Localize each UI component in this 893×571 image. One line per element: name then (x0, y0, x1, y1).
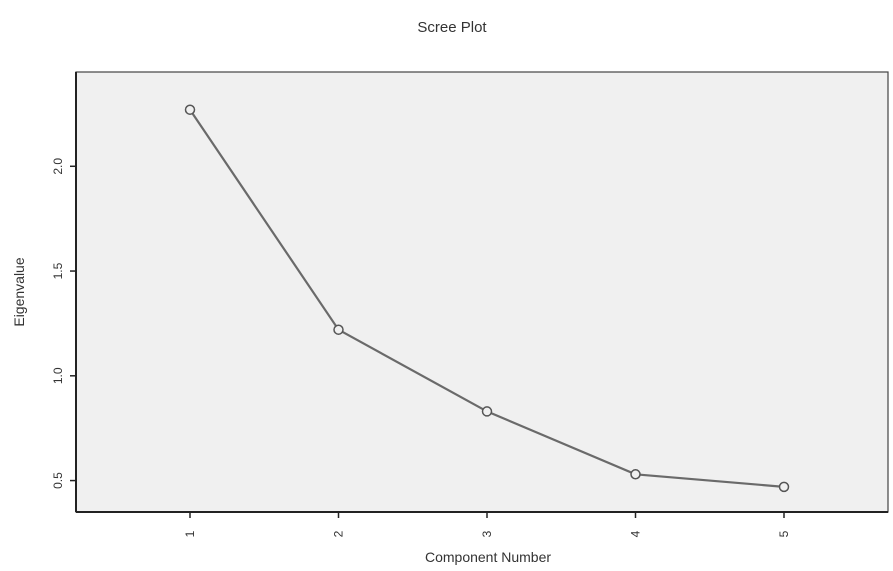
data-point (778, 481, 790, 493)
x-tick-label: 3 (480, 530, 494, 537)
x-tick-label: 1 (183, 530, 197, 537)
data-point (481, 406, 493, 417)
x-tick-label: 4 (629, 530, 643, 537)
y-tick-label: 2.0 (51, 158, 65, 175)
y-tick-label: 1.5 (51, 262, 65, 279)
data-point (184, 104, 196, 115)
chart-title: Scree Plot (417, 19, 487, 36)
data-point (630, 469, 641, 480)
plot-area (75, 71, 889, 513)
x-tick-label: 5 (777, 530, 791, 537)
y-tick-label: 1.0 (51, 367, 65, 384)
x-axis-label: Component Number (425, 549, 551, 565)
y-axis-label: Eigenvalue (11, 257, 27, 326)
y-tick-label: 0.5 (51, 472, 65, 489)
x-tick-label: 2 (332, 530, 346, 537)
ticks-layer: 0.5 1.0 1.5 2.0 1 2 3 4 5 (51, 158, 791, 538)
series-layer (184, 104, 790, 493)
data-point (333, 324, 344, 335)
